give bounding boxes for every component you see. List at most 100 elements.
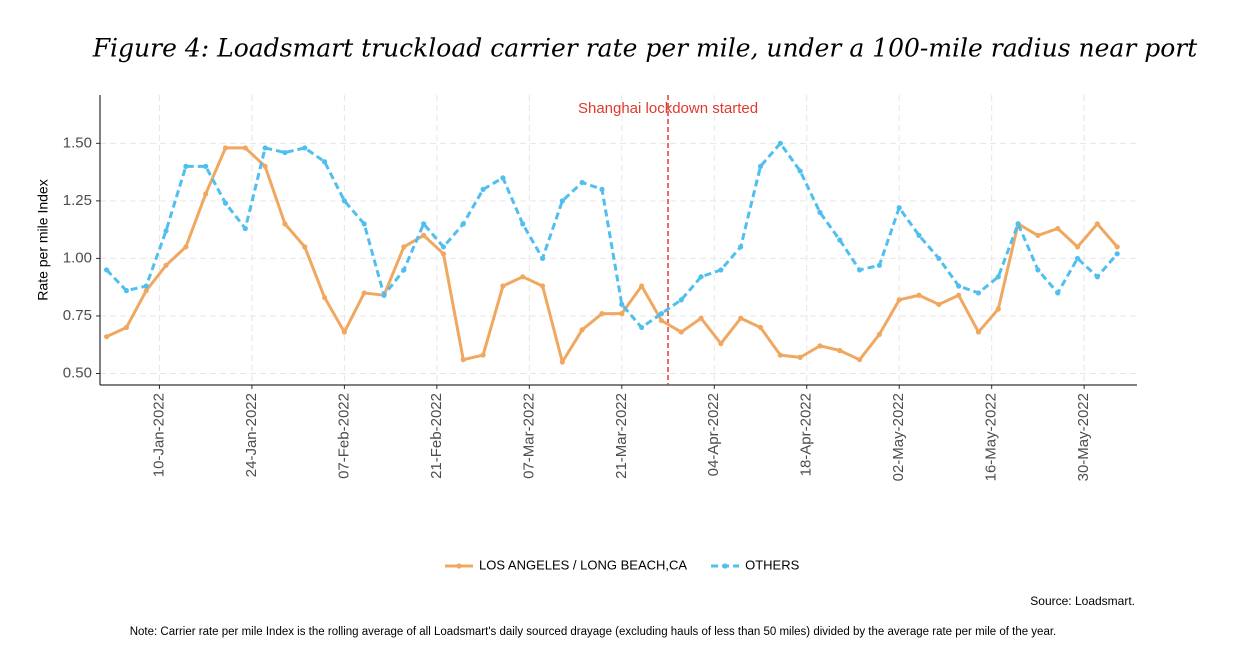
point	[559, 359, 565, 365]
point	[619, 301, 625, 308]
legend-swatch-dot	[722, 563, 728, 569]
x-tick-label: 07-Feb-2022	[335, 393, 352, 479]
point	[520, 274, 526, 280]
point	[321, 294, 328, 301]
point	[1015, 221, 1021, 227]
point	[163, 228, 169, 234]
point	[203, 163, 209, 169]
x-tick-label: 24-Jan-2022	[243, 393, 260, 477]
y-tick-label: 0.75	[63, 307, 92, 324]
point	[539, 283, 546, 289]
annotation: Shanghai lockdown started	[578, 100, 758, 117]
point	[1094, 221, 1100, 227]
point	[599, 311, 605, 317]
point	[738, 244, 744, 250]
point	[262, 163, 268, 169]
point	[104, 267, 110, 273]
point	[183, 244, 189, 250]
point	[876, 331, 883, 337]
point	[460, 357, 466, 363]
point	[104, 334, 110, 340]
point	[777, 140, 783, 146]
point	[302, 244, 308, 250]
y-tick-label: 0.50	[63, 364, 92, 381]
source: Source: Loadsmart.	[1030, 594, 1135, 608]
point	[856, 267, 863, 273]
point	[817, 343, 823, 349]
y-axis-label: Rate per mile Index	[35, 179, 51, 300]
point	[956, 292, 962, 298]
point	[757, 163, 764, 169]
point	[282, 221, 288, 227]
point	[797, 168, 803, 174]
point	[203, 191, 209, 197]
x-tick-label: 16-May-2022	[983, 393, 1000, 481]
point	[361, 290, 367, 296]
x-tick-label: 18-Apr-2022	[798, 393, 815, 476]
point	[262, 145, 268, 151]
point	[361, 221, 367, 227]
x-tick-label: 21-Feb-2022	[428, 393, 445, 479]
note: Note: Carrier rate per mile Index is the…	[130, 626, 1057, 638]
point	[678, 329, 684, 335]
point	[1074, 255, 1081, 262]
point	[658, 317, 665, 324]
point	[440, 244, 447, 250]
point	[440, 251, 447, 257]
point	[1074, 244, 1081, 250]
point	[698, 274, 704, 280]
legend-label: OTHERS	[745, 557, 800, 572]
point	[916, 292, 922, 298]
point	[599, 186, 605, 192]
point	[421, 221, 427, 227]
point	[321, 159, 328, 165]
point	[619, 311, 625, 317]
point	[678, 297, 684, 303]
point	[738, 315, 744, 321]
point	[222, 200, 229, 206]
point	[500, 175, 506, 181]
point	[837, 237, 843, 243]
y-tick-label: 1.00	[63, 249, 92, 266]
point	[163, 262, 169, 268]
point	[876, 262, 883, 268]
point	[242, 225, 248, 232]
y-tick-label: 1.50	[63, 134, 92, 151]
point	[421, 232, 427, 238]
x-tick-label: 07-Mar-2022	[520, 393, 537, 479]
point	[1114, 251, 1120, 257]
point	[837, 347, 843, 354]
x-tick-label: 04-Apr-2022	[705, 393, 722, 476]
point	[143, 288, 149, 294]
legend-swatch-dot	[456, 563, 462, 569]
point	[282, 149, 288, 156]
point	[658, 311, 665, 317]
series-line	[105, 146, 1119, 364]
point	[639, 283, 645, 289]
series-line	[105, 141, 1119, 329]
point	[1055, 225, 1061, 232]
x-tick-label: 02-May-2022	[890, 393, 907, 481]
point	[183, 163, 189, 169]
point	[896, 297, 902, 303]
point	[480, 352, 486, 358]
point	[896, 205, 902, 211]
point	[401, 244, 407, 250]
point	[995, 306, 1001, 312]
point	[956, 283, 962, 289]
point	[401, 267, 407, 273]
point	[995, 274, 1001, 280]
point	[856, 357, 863, 363]
point	[520, 221, 526, 227]
point	[1035, 267, 1041, 273]
x-tick-label: 21-Mar-2022	[613, 393, 630, 479]
point	[916, 232, 922, 238]
point	[123, 324, 130, 331]
x-tick-label: 10-Jan-2022	[150, 393, 167, 477]
point	[817, 209, 823, 215]
point	[123, 288, 130, 294]
point	[341, 198, 347, 204]
point	[559, 198, 565, 204]
legend-label: LOS ANGELES / LONG BEACH,CA	[479, 557, 687, 572]
